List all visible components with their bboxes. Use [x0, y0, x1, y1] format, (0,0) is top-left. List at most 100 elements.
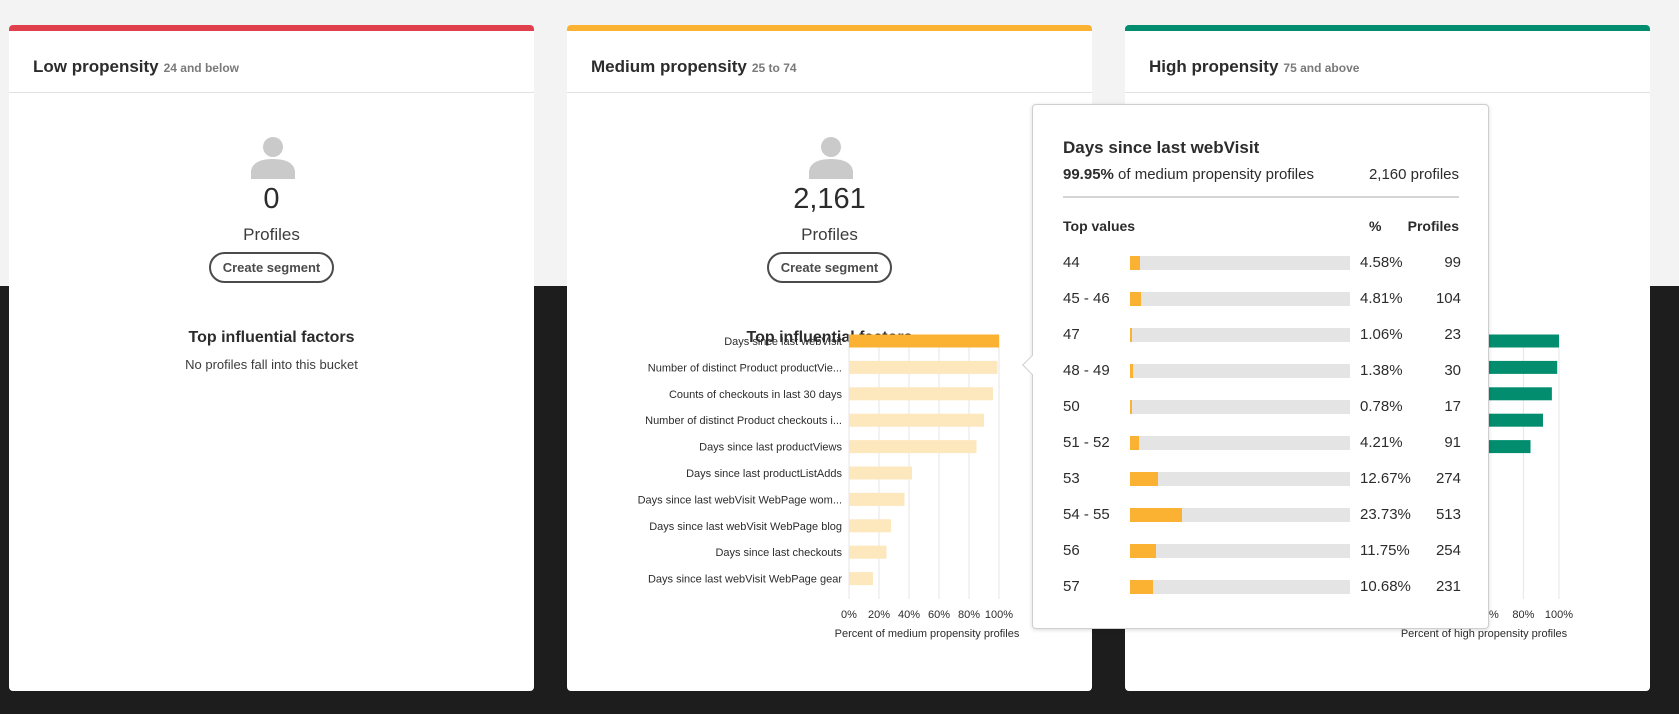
- top-value-label: 56: [1063, 542, 1080, 559]
- low-profiles-label: Profiles: [243, 225, 300, 244]
- top-value-row: 50 0.78% 17: [1033, 395, 1490, 419]
- factor-label: Days since last checkouts: [715, 547, 842, 559]
- col-header-top-values: Top values: [1063, 218, 1136, 234]
- x-tick-label: 80%: [1512, 609, 1534, 621]
- value-profiles: 91: [1444, 434, 1461, 451]
- medium-create-segment-button[interactable]: Create segment: [767, 252, 892, 283]
- person-icon: [809, 137, 853, 179]
- col-header-profiles: Profiles: [1407, 218, 1459, 234]
- x-tick-label: 80%: [958, 609, 980, 621]
- value-profiles: 231: [1435, 578, 1461, 595]
- top-value-row: 47 1.06% 23: [1033, 323, 1490, 347]
- top-value-label: 53: [1063, 470, 1080, 487]
- value-bar-fill: [1130, 436, 1140, 450]
- factor-bar[interactable]: [849, 466, 912, 480]
- medium-profiles-label: Profiles: [801, 225, 858, 244]
- popover-share-text: of medium propensity profiles: [1113, 166, 1314, 183]
- value-bar-track: [1130, 472, 1350, 486]
- value-percent: 11.75%: [1360, 542, 1410, 559]
- top-value-label: 48 - 49: [1063, 362, 1110, 379]
- factor-bar[interactable]: [849, 492, 905, 506]
- value-bar-fill: [1130, 544, 1156, 558]
- value-bar-fill: [1130, 472, 1158, 486]
- low-accent-bar: [9, 25, 534, 31]
- value-percent: 1.06%: [1360, 326, 1403, 343]
- value-bar-fill: [1130, 328, 1133, 342]
- x-tick-label: 60%: [928, 609, 950, 621]
- factor-label: Days since last webVisit WebPage wom...: [638, 494, 842, 506]
- value-bar-track: [1130, 328, 1350, 342]
- value-bar-track: [1130, 544, 1350, 558]
- value-percent: 12.67%: [1360, 470, 1411, 487]
- value-bar-track: [1130, 292, 1350, 306]
- x-axis-label: Percent of high propensity profiles: [1401, 628, 1568, 640]
- top-value-row: 45 - 46 4.81% 104: [1033, 287, 1490, 311]
- top-value-row: 56 11.75% 254: [1033, 539, 1490, 563]
- medium-factors-chart: 0% 20% 40% 60% 80% 100% Days since last webVis…: [638, 334, 1020, 640]
- low-card-title: Low propensity: [33, 57, 159, 76]
- popover-share: 99.95% of medium propensity profiles: [1063, 166, 1314, 183]
- factor-label: Days since last productListAdds: [686, 468, 842, 480]
- x-tick-label: 100%: [1545, 609, 1573, 621]
- x-tick-label: 0%: [841, 609, 857, 621]
- low-card-body: 0 Profiles Create segment Top influentia…: [9, 93, 534, 691]
- factor-bar[interactable]: [849, 334, 999, 348]
- value-bar-fill: [1130, 364, 1134, 378]
- top-value-label: 45 - 46: [1063, 290, 1110, 307]
- factor-label: Counts of checkouts in last 30 days: [669, 389, 843, 401]
- top-value-row: 48 - 49 1.38% 30: [1033, 359, 1490, 383]
- popover-share-value: 99.95%: [1063, 166, 1114, 183]
- value-bar-fill: [1130, 580, 1154, 594]
- factor-bar[interactable]: [849, 572, 873, 586]
- high-card-header: High propensity 75 and above: [1125, 31, 1650, 93]
- low-factors-title: Top influential factors: [188, 329, 355, 346]
- value-percent: 1.38%: [1360, 362, 1403, 379]
- top-value-label: 47: [1063, 326, 1080, 343]
- x-tick-label: 20%: [868, 609, 890, 621]
- value-profiles: 30: [1444, 362, 1461, 379]
- value-bar-fill: [1130, 292, 1141, 306]
- popover-title: Days since last webVisit: [1063, 138, 1260, 157]
- factor-bar[interactable]: [849, 413, 984, 427]
- top-value-label: 51 - 52: [1063, 434, 1110, 451]
- top-value-row: 53 12.67% 274: [1033, 467, 1490, 491]
- factor-label: Days since last webVisit: [724, 336, 842, 348]
- low-create-segment-button[interactable]: Create segment: [209, 252, 334, 283]
- value-profiles: 99: [1444, 254, 1461, 271]
- value-bar-fill: [1130, 256, 1141, 270]
- factor-bar[interactable]: [849, 440, 977, 454]
- x-tick-label: 40%: [898, 609, 920, 621]
- person-icon: [251, 137, 295, 179]
- value-percent: 4.21%: [1360, 434, 1403, 451]
- value-profiles: 23: [1444, 326, 1461, 343]
- top-value-row: 54 - 55 23.73% 513: [1033, 503, 1490, 527]
- factor-bar[interactable]: [849, 545, 887, 559]
- low-card-range: 24 and below: [163, 61, 239, 75]
- top-value-label: 44: [1063, 254, 1080, 271]
- popover-profile-total: 2,160 profiles: [1368, 166, 1459, 183]
- factor-bar[interactable]: [849, 519, 891, 533]
- top-value-row: 57 10.68% 231: [1033, 575, 1490, 599]
- top-value-row: 51 - 52 4.21% 91: [1033, 431, 1490, 455]
- value-percent: 4.58%: [1360, 254, 1403, 271]
- col-header-percent: %: [1369, 218, 1382, 234]
- value-bar-track: [1130, 400, 1350, 414]
- value-bar-fill: [1130, 508, 1183, 522]
- low-profile-count: 0: [263, 183, 280, 215]
- factor-label: Days since last productViews: [699, 442, 842, 454]
- value-bar-track: [1130, 256, 1350, 270]
- value-percent: 0.78%: [1360, 398, 1403, 415]
- value-profiles: 17: [1444, 398, 1461, 415]
- low-propensity-card: Low propensity 24 and below 0 Profiles Cr…: [9, 25, 534, 691]
- high-accent-bar: [1125, 25, 1650, 31]
- value-profiles: 513: [1435, 506, 1461, 523]
- value-percent: 4.81%: [1360, 290, 1403, 307]
- value-percent: 10.68%: [1360, 578, 1411, 595]
- medium-profile-count: 2,161: [793, 183, 866, 215]
- factor-bar[interactable]: [849, 387, 993, 401]
- factor-bar[interactable]: [849, 360, 998, 374]
- medium-card-body: 2,161 Profiles Create segment Top influe…: [567, 93, 1092, 691]
- factor-label: Days since last webVisit WebPage blog: [649, 521, 842, 533]
- no-profiles-message: No profiles fall into this bucket: [185, 357, 358, 372]
- factor-label: Days since last webVisit WebPage gear: [648, 574, 842, 586]
